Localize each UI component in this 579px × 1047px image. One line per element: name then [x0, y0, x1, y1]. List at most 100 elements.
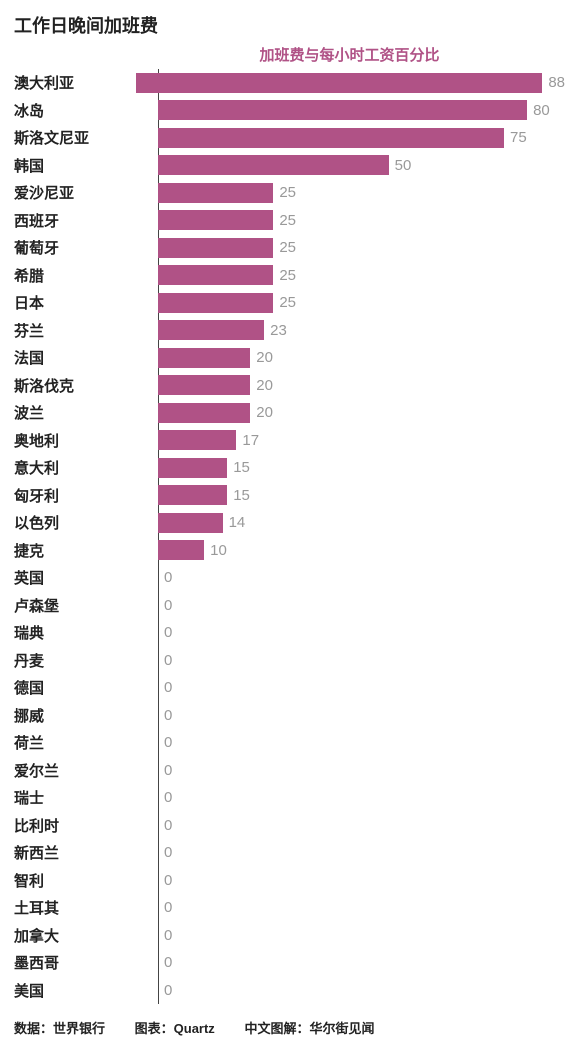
row-label: 韩国: [14, 155, 158, 176]
row-value: 23: [270, 322, 287, 339]
row-label: 澳大利亚: [14, 72, 136, 93]
row-value: 0: [164, 652, 172, 669]
bar: [158, 320, 264, 340]
row-value: 15: [233, 487, 250, 504]
row-value: 0: [164, 569, 172, 586]
row-value: 0: [164, 734, 172, 751]
chart-row: 英国0: [14, 564, 565, 592]
row-label: 挪威: [14, 705, 158, 726]
chart-row: 美国 0: [14, 977, 565, 1005]
bar-area: 0: [158, 977, 565, 1005]
bar: [158, 155, 389, 175]
row-value: 17: [242, 432, 259, 449]
chart-row: 奥地利17: [14, 427, 565, 455]
bar-area: 0: [158, 784, 565, 812]
chart-row: 韩国 50: [14, 152, 565, 180]
row-label: 希腊: [14, 265, 158, 286]
bar-area: 14: [158, 509, 565, 537]
row-value: 20: [256, 377, 273, 394]
row-value: 10: [210, 542, 227, 559]
bar: [158, 100, 527, 120]
bar-area: 80: [158, 97, 565, 125]
chart-row: 卢森堡0: [14, 592, 565, 620]
chart-row: 日本25: [14, 289, 565, 317]
chart-row: 澳大利亚88: [14, 69, 565, 97]
row-value: 0: [164, 817, 172, 834]
bar-area: 25: [158, 289, 565, 317]
bar-area: 0: [158, 949, 565, 977]
chart-row: 智利0: [14, 867, 565, 895]
row-value: 0: [164, 789, 172, 806]
row-label: 法国: [14, 347, 158, 368]
row-label: 以色列: [14, 512, 158, 533]
chart-row: 西班牙25: [14, 207, 565, 235]
chart-row: 斯洛伐克 20: [14, 372, 565, 400]
row-value: 25: [279, 267, 296, 284]
bar: [158, 403, 250, 423]
row-label: 德国: [14, 677, 158, 698]
bar-area: 0: [158, 564, 565, 592]
row-label: 爱沙尼亚: [14, 182, 158, 203]
chart-subtitle: 加班费与每小时工资百分比: [134, 44, 565, 65]
bar-area: 75: [158, 124, 565, 152]
bar-area: 15: [158, 454, 565, 482]
bar: [158, 348, 250, 368]
footer-chart: 图表：Quartz: [135, 1021, 215, 1036]
row-value: 20: [256, 349, 273, 366]
row-value: 0: [164, 954, 172, 971]
row-label: 土耳其: [14, 897, 158, 918]
chart-row: 捷克 10: [14, 537, 565, 565]
chart-row: 土耳其 0: [14, 894, 565, 922]
chart-row: 意大利15: [14, 454, 565, 482]
bar: [158, 375, 250, 395]
bar-chart: 澳大利亚88冰岛80斯洛文尼亚75韩国50爱沙尼亚25西班牙25葡萄牙25希腊2…: [14, 69, 565, 1004]
bar-area: 50: [158, 152, 565, 180]
bar-area: 0: [158, 647, 565, 675]
bar: [158, 210, 273, 230]
chart-row: 墨西哥0: [14, 949, 565, 977]
bar-area: 15: [158, 482, 565, 510]
row-label: 爱尔兰: [14, 760, 158, 781]
row-value: 25: [279, 294, 296, 311]
bar-area: 25: [158, 262, 565, 290]
footer-translation: 中文图解：华尔街见闻: [244, 1021, 374, 1036]
bar: [158, 183, 273, 203]
chart-row: 挪威 0: [14, 702, 565, 730]
bar-area: 25: [158, 179, 565, 207]
bar-area: 10: [158, 537, 565, 565]
bar-area: 0: [158, 757, 565, 785]
chart-row: 葡萄牙25: [14, 234, 565, 262]
bar-area: 17: [158, 427, 565, 455]
row-value: 0: [164, 927, 172, 944]
row-value: 50: [395, 157, 412, 174]
bar: [158, 458, 227, 478]
bar: [158, 265, 273, 285]
row-value: 0: [164, 707, 172, 724]
bar-area: 20: [158, 372, 565, 400]
row-label: 比利时: [14, 815, 158, 836]
row-value: 0: [164, 982, 172, 999]
bar-area: 0: [158, 894, 565, 922]
row-value: 0: [164, 899, 172, 916]
row-label: 捷克: [14, 540, 158, 561]
row-label: 斯洛文尼亚: [14, 127, 158, 148]
bar: [158, 485, 227, 505]
bar-area: 0: [158, 922, 565, 950]
chart-row: 荷兰0: [14, 729, 565, 757]
row-label: 意大利: [14, 457, 158, 478]
bar-area: 20: [158, 344, 565, 372]
row-label: 智利: [14, 870, 158, 891]
chart-row: 以色列14: [14, 509, 565, 537]
row-label: 斯洛伐克: [14, 375, 158, 396]
row-label: 冰岛: [14, 100, 158, 121]
chart-row: 冰岛80: [14, 97, 565, 125]
bar-area: 0: [158, 619, 565, 647]
row-value: 75: [510, 129, 527, 146]
bar-area: 0: [158, 867, 565, 895]
row-value: 0: [164, 762, 172, 779]
row-value: 25: [279, 239, 296, 256]
row-label: 美国: [14, 980, 158, 1001]
chart-row: 爱沙尼亚25: [14, 179, 565, 207]
row-value: 0: [164, 624, 172, 641]
row-label: 新西兰: [14, 842, 158, 863]
